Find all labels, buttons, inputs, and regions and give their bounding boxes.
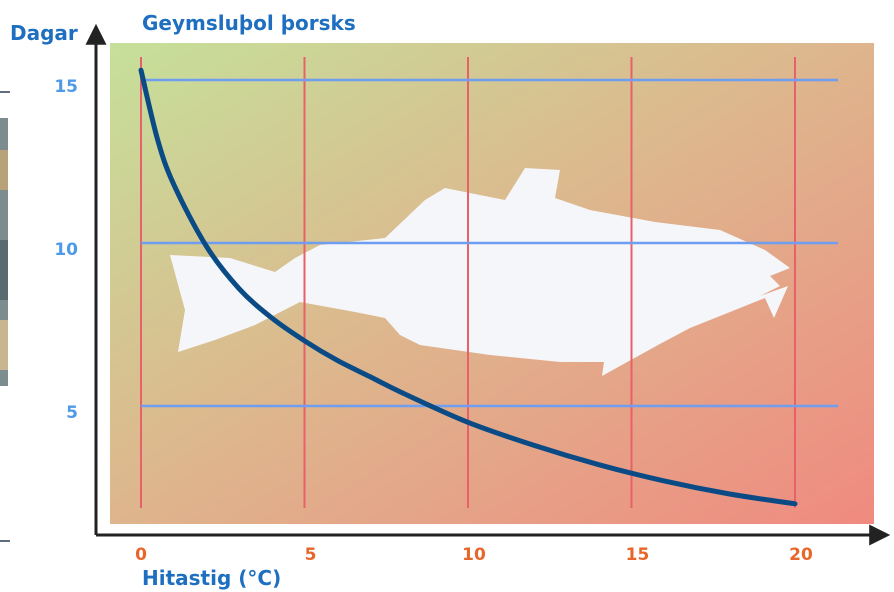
series-line <box>138 67 798 507</box>
x-axis-label: Hitastig (°C) <box>142 566 281 590</box>
y-tick-labels: 5 10 15 <box>54 77 78 423</box>
y-tick-label: 5 <box>66 403 78 423</box>
x-tick-label: 5 <box>305 545 317 565</box>
x-tick-label: 15 <box>626 545 650 565</box>
x-tick-labels: 0 5 10 15 20 <box>135 545 813 565</box>
y-tick-label: 10 <box>54 240 78 260</box>
y-axis-label: Dagar <box>10 21 78 45</box>
fish-silhouette <box>170 168 790 376</box>
vertical-gridlines <box>140 57 796 508</box>
edge-photo-strip <box>0 91 10 542</box>
horizontal-gridlines <box>141 78 838 408</box>
y-tick-label: 15 <box>54 77 78 97</box>
x-tick-label: 10 <box>462 545 486 565</box>
chart-title: Geymsluþol þorsks <box>142 11 356 35</box>
x-tick-label: 20 <box>789 545 813 565</box>
x-tick-label: 0 <box>135 545 147 565</box>
